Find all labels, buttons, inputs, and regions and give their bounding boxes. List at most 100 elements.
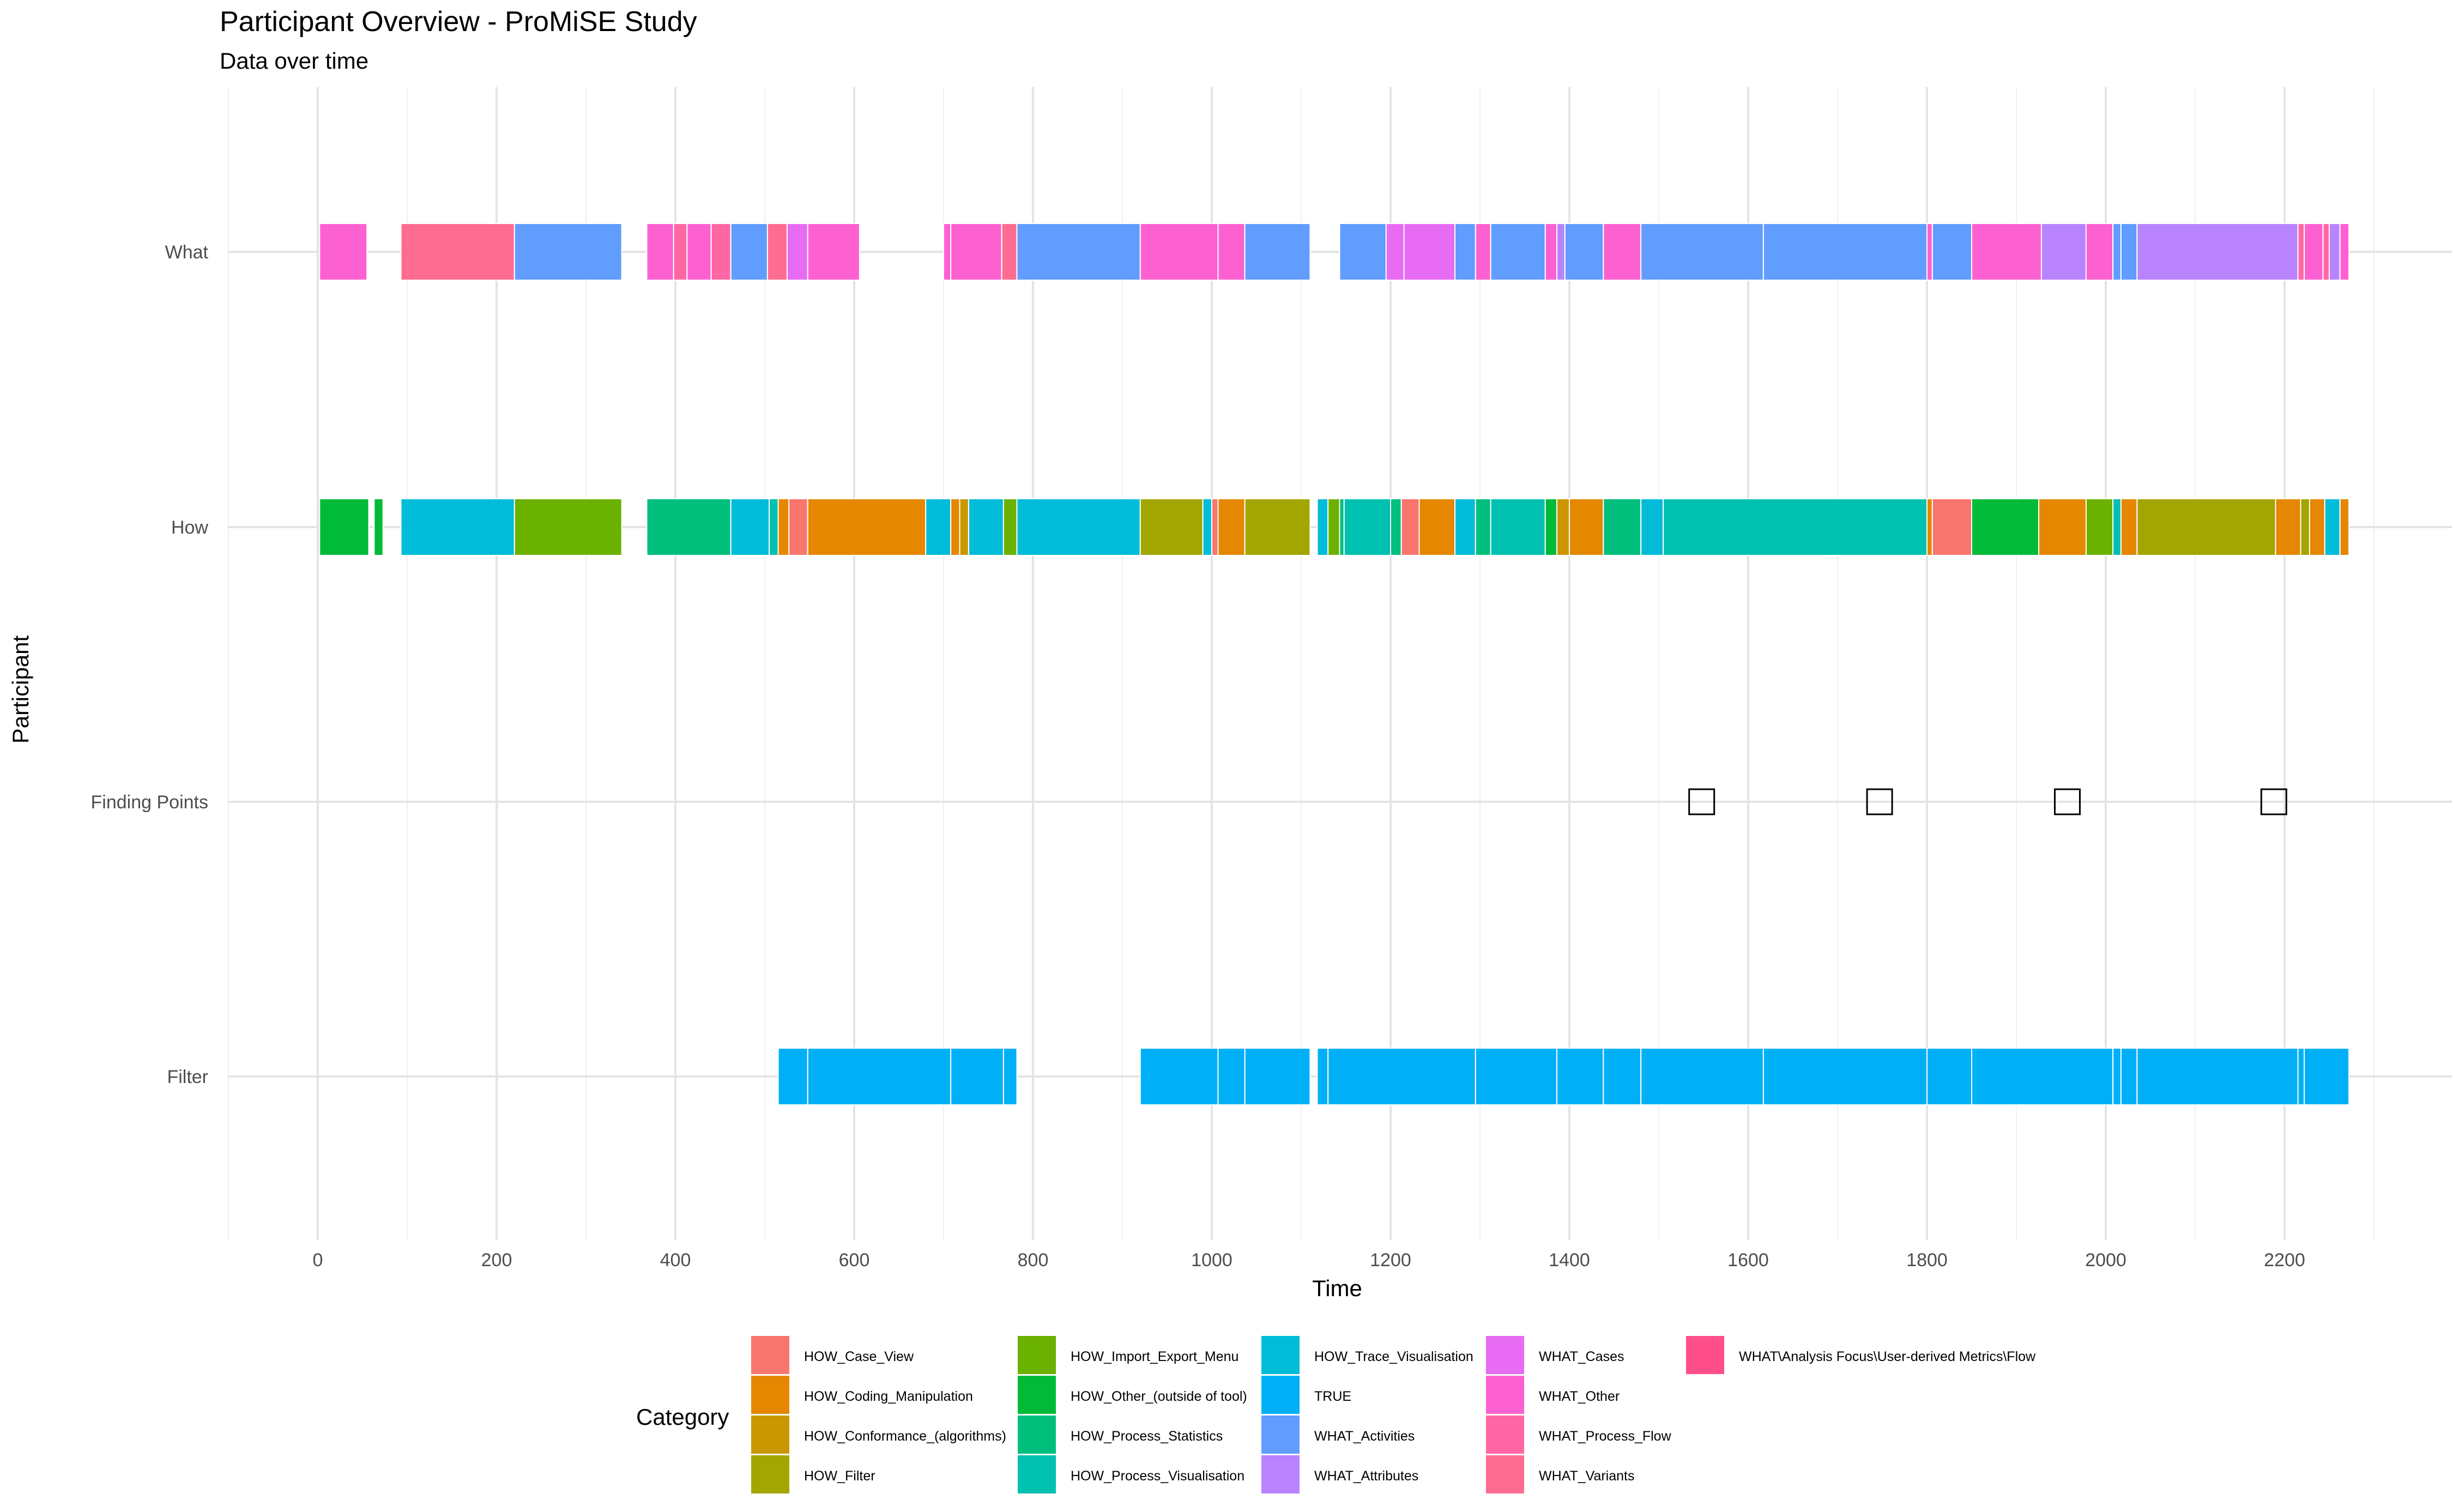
legend-key (751, 1336, 789, 1374)
legend-key (751, 1455, 789, 1493)
timeline-segment (513, 498, 623, 556)
timeline-segment (1971, 223, 2042, 281)
timeline-segment (2304, 1048, 2350, 1105)
timeline-segment (1217, 498, 1246, 556)
x-tick-label: 600 (839, 1250, 870, 1271)
timeline-segment (1400, 498, 1420, 556)
timeline-segment (1139, 223, 1219, 281)
timeline-segment (2136, 1048, 2299, 1105)
timeline-segment (1244, 498, 1311, 556)
x-tick-label: 1400 (1549, 1250, 1590, 1271)
timeline-segment (1931, 223, 1973, 281)
timeline-segment (807, 1048, 952, 1105)
legend-label: TRUE (1314, 1389, 1351, 1404)
x-tick-label: 1000 (1191, 1250, 1232, 1271)
timeline-segment (710, 223, 732, 281)
timeline-segment (1926, 1048, 1972, 1105)
legend-key (1486, 1376, 1524, 1414)
axis-layer: Time Participant 0 200 400 600 800 1000 1200 14… (8, 242, 2305, 1301)
timeline-segment (2085, 223, 2114, 281)
x-tick-label: 0 (313, 1250, 323, 1271)
timeline-segment (1475, 223, 1491, 281)
timeline-segment (2136, 498, 2276, 556)
legend-key (1686, 1336, 1724, 1374)
y-tick-label: What (165, 242, 209, 263)
timeline-segment (788, 498, 808, 556)
timeline-segment (1403, 223, 1456, 281)
timeline-segment (1454, 498, 1476, 556)
legend-label: HOW_Process_Visualisation (1071, 1468, 1244, 1484)
timeline-segment (673, 223, 688, 281)
timeline-segment (2275, 498, 2301, 556)
legend-label: HOW_Conformance_(algorithms) (804, 1429, 1006, 1444)
timeline-segment (2136, 223, 2299, 281)
timeline-segment (1603, 223, 1642, 281)
legend-label: HOW_Process_Statistics (1071, 1429, 1223, 1444)
legend-label: WHAT_Other (1539, 1389, 1620, 1404)
timeline-segment (769, 498, 779, 556)
legend-key (1261, 1455, 1300, 1493)
timeline-segment (1475, 1048, 1558, 1105)
timeline-segment (950, 1048, 1004, 1105)
timeline-segment (1327, 498, 1340, 556)
timeline-segment (2339, 223, 2350, 281)
x-tick-label: 1800 (1906, 1250, 1948, 1271)
legend-key (1486, 1336, 1524, 1374)
timeline-segment (1640, 223, 1764, 281)
timeline-segment (1339, 498, 1345, 556)
finding-point-marker (2053, 788, 2081, 815)
finding-point-marker (2260, 788, 2287, 815)
x-tick-label: 1600 (1727, 1250, 1769, 1271)
legend-label: WHAT\Analysis Focus\User-derived Metrics… (1739, 1349, 2036, 1364)
timeline-segment (2038, 498, 2087, 556)
timeline-segment (1002, 1048, 1018, 1105)
timeline-segment (686, 223, 712, 281)
timeline-segment (1016, 223, 1141, 281)
finding-point-marker (1866, 788, 1893, 815)
legend-key (1486, 1416, 1524, 1454)
legend-label: WHAT_Process_Flow (1539, 1429, 1672, 1444)
timeline-segment (777, 498, 790, 556)
timeline-segment (950, 498, 960, 556)
timeline-segment (1640, 1048, 1764, 1105)
legend-label: HOW_Coding_Manipulation (804, 1389, 973, 1404)
timeline-segment (373, 498, 384, 556)
timeline-segment (1339, 223, 1387, 281)
timeline-segment (1971, 498, 2039, 556)
timeline-segment (2297, 223, 2305, 281)
timeline-segment (1343, 498, 1391, 556)
timeline-segment (2040, 223, 2087, 281)
timeline-segment (1385, 223, 1405, 281)
timeline-segment (1556, 1048, 1604, 1105)
legend-label: HOW_Trace_Visualisation (1314, 1349, 1473, 1364)
timeline-segment (2120, 223, 2138, 281)
timeline-segment (925, 498, 952, 556)
timeline-segment (1544, 498, 1558, 556)
timeline-segment (1202, 498, 1213, 556)
timeline-segment (1971, 1048, 2114, 1105)
timeline-segment (400, 498, 515, 556)
timeline-segment (1663, 498, 1928, 556)
x-tick-label: 400 (660, 1250, 691, 1271)
timeline-segment (2322, 223, 2330, 281)
y-tick-label: How (171, 517, 208, 538)
timeline-segment (807, 223, 860, 281)
legend-key (1018, 1376, 1056, 1414)
legend-key (1018, 1336, 1056, 1374)
timeline-segment (1139, 498, 1204, 556)
timeline-segment (1556, 498, 1570, 556)
timeline-segment (1640, 498, 1664, 556)
timeline-segment (400, 223, 515, 281)
timeline-segment (1418, 498, 1456, 556)
timeline-segment (1569, 498, 1604, 556)
timeline-segment (1931, 498, 1973, 556)
y-axis-title: Participant (8, 635, 33, 743)
legend-key (1486, 1455, 1524, 1493)
timeline-segment (2085, 498, 2114, 556)
timeline-segment (646, 498, 732, 556)
legend-title: Category (636, 1404, 729, 1430)
finding-point-layer (1688, 788, 2287, 815)
timeline-segment (2112, 498, 2122, 556)
timeline-segment (1603, 498, 1642, 556)
